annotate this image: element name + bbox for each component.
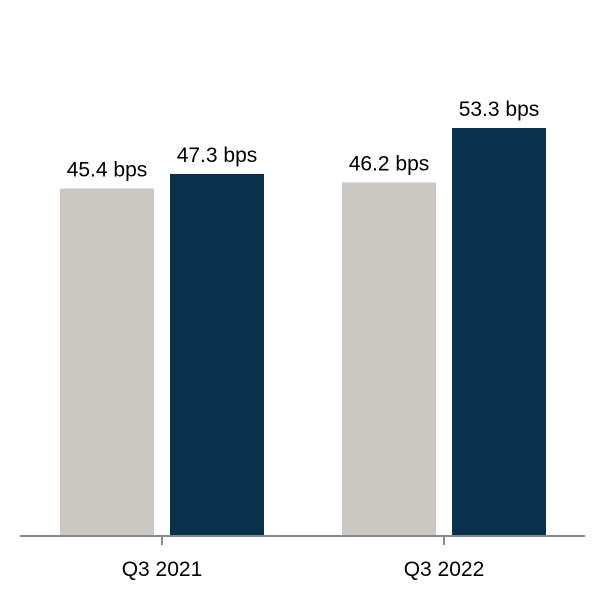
value-labels-group: 45.4 bps 47.3 bps 46.2 bps 53.3 bps — [67, 98, 540, 181]
value-label-q3-2021-series-2: 47.3 bps — [177, 144, 258, 167]
value-label-q3-2022-series-1: 46.2 bps — [349, 152, 430, 175]
bar-q3-2021-series-2 — [170, 173, 264, 536]
x-axis-ticks — [161, 536, 445, 545]
bar-q3-2021-series-1 — [60, 188, 154, 537]
bar-q3-2022-series-2 — [452, 128, 546, 536]
bars-group — [60, 128, 546, 537]
x-tick-label-q3-2021: Q3 2021 — [122, 558, 203, 581]
value-label-q3-2021-series-1: 45.4 bps — [67, 158, 148, 181]
value-label-q3-2022-series-2: 53.3 bps — [459, 98, 540, 121]
x-axis-tick-labels: Q3 2021 Q3 2022 — [122, 558, 485, 581]
x-tick-label-q3-2022: Q3 2022 — [404, 558, 485, 581]
bar-q3-2022-series-1 — [342, 182, 436, 536]
